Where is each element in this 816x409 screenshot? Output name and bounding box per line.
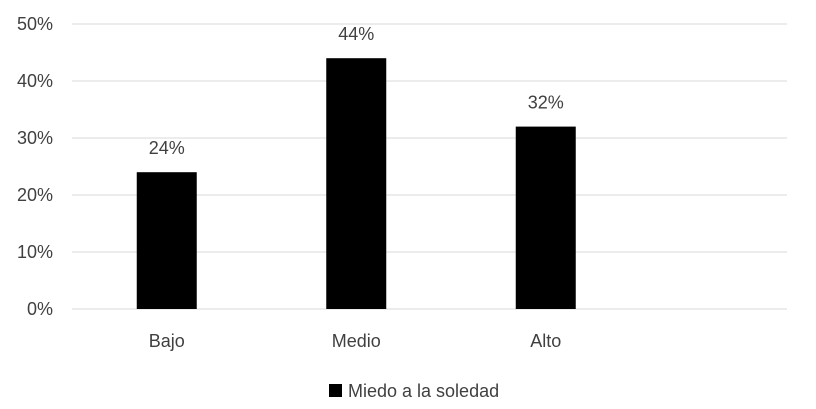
data-labels: 24% 44% 32% bbox=[149, 24, 564, 158]
x-tick-label: Alto bbox=[530, 331, 561, 351]
data-label: 44% bbox=[338, 24, 374, 44]
bar bbox=[326, 58, 387, 310]
x-tick-label: Bajo bbox=[149, 331, 185, 351]
legend-label: Miedo a la soledad bbox=[348, 381, 499, 401]
x-axis-tick-labels: Bajo Medio Alto bbox=[149, 331, 562, 351]
bars bbox=[136, 58, 576, 310]
y-tick-label: 0% bbox=[27, 299, 53, 319]
y-tick-label: 10% bbox=[17, 242, 53, 262]
bar bbox=[136, 172, 197, 309]
y-tick-label: 40% bbox=[17, 71, 53, 91]
data-label: 24% bbox=[149, 138, 185, 158]
legend-swatch bbox=[329, 384, 342, 397]
y-axis-tick-labels: 0% 10% 20% 30% 40% 50% bbox=[17, 14, 53, 319]
y-tick-label: 30% bbox=[17, 128, 53, 148]
y-tick-label: 50% bbox=[17, 14, 53, 34]
y-tick-label: 20% bbox=[17, 185, 53, 205]
bar bbox=[515, 126, 576, 309]
legend: Miedo a la soledad bbox=[329, 381, 499, 401]
x-tick-label: Medio bbox=[332, 331, 381, 351]
data-label: 32% bbox=[528, 93, 564, 113]
